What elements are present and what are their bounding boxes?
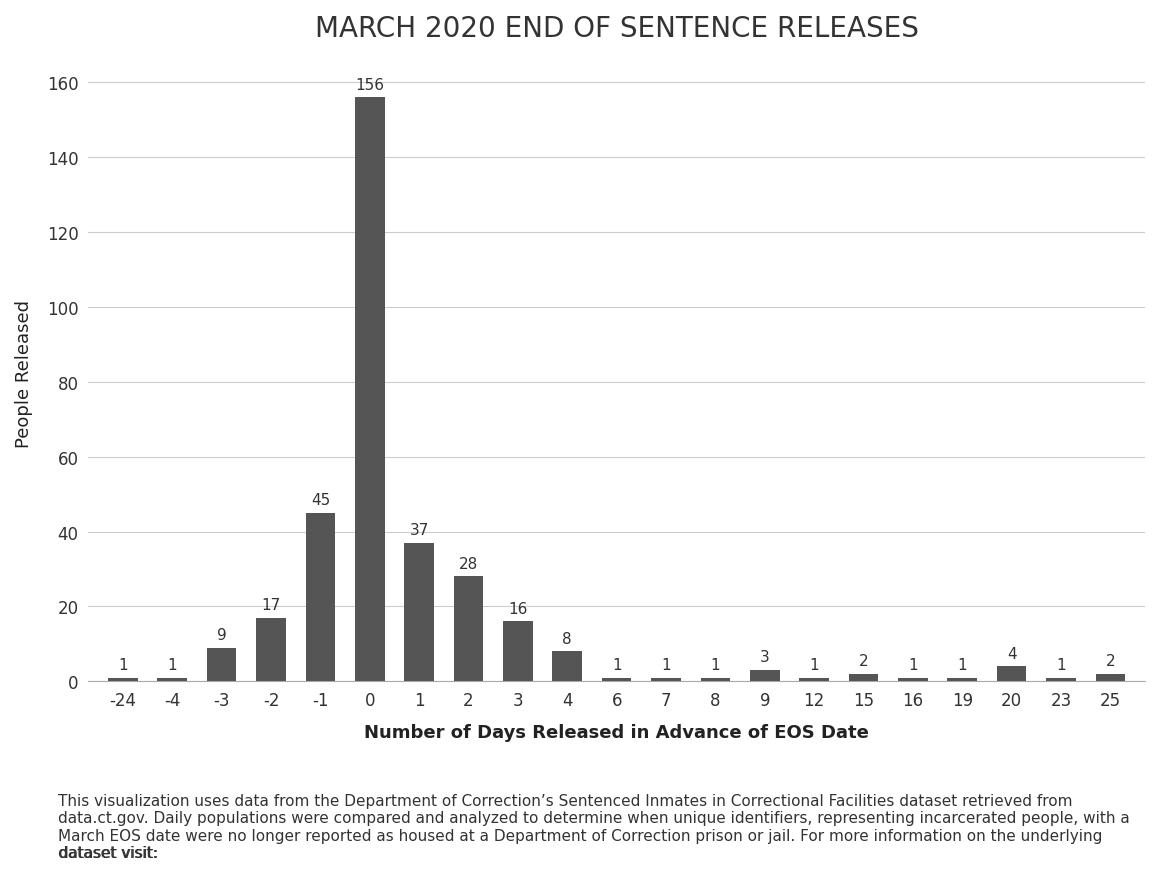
Text: 1: 1: [167, 657, 177, 672]
Text: 1: 1: [908, 657, 918, 672]
Title: MARCH 2020 END OF SENTENCE RELEASES: MARCH 2020 END OF SENTENCE RELEASES: [314, 15, 919, 43]
Text: 45: 45: [311, 493, 331, 507]
Text: 1: 1: [611, 657, 622, 672]
Bar: [948, 678, 977, 681]
Bar: [454, 577, 484, 681]
Bar: [1046, 678, 1075, 681]
Text: 2: 2: [858, 653, 869, 668]
Text: 4: 4: [1007, 646, 1016, 661]
Bar: [108, 678, 138, 681]
Bar: [1096, 674, 1125, 681]
Bar: [751, 670, 780, 681]
Text: 1: 1: [810, 657, 819, 672]
Bar: [355, 98, 385, 681]
Bar: [552, 652, 582, 681]
Bar: [849, 674, 878, 681]
Text: 1: 1: [711, 657, 720, 672]
Text: 8: 8: [563, 631, 572, 646]
Y-axis label: People Released: People Released: [15, 299, 32, 447]
Bar: [996, 667, 1027, 681]
Text: 1: 1: [118, 657, 128, 672]
Bar: [206, 648, 237, 681]
Bar: [799, 678, 829, 681]
Bar: [256, 618, 285, 681]
Bar: [701, 678, 731, 681]
Text: 16: 16: [508, 601, 528, 616]
Text: 28: 28: [459, 556, 478, 571]
Bar: [651, 678, 681, 681]
Text: dataset visit:: dataset visit:: [59, 846, 164, 860]
X-axis label: Number of Days Released in Advance of EOS Date: Number of Days Released in Advance of EO…: [364, 723, 869, 741]
Text: 2: 2: [1105, 653, 1115, 668]
Bar: [158, 678, 187, 681]
Text: This visualization uses data from the Department of Correction’s Sentenced Inmat: This visualization uses data from the De…: [58, 793, 1130, 860]
Bar: [503, 621, 532, 681]
Text: 1: 1: [1057, 657, 1066, 672]
Bar: [305, 514, 335, 681]
Text: 3: 3: [760, 650, 770, 665]
Bar: [898, 678, 928, 681]
Bar: [602, 678, 631, 681]
Text: 37: 37: [409, 522, 429, 538]
Text: 156: 156: [355, 77, 384, 93]
Text: 1: 1: [957, 657, 967, 672]
Text: 17: 17: [261, 597, 281, 613]
Bar: [405, 543, 434, 681]
Text: 9: 9: [217, 627, 226, 642]
Text: 1: 1: [661, 657, 670, 672]
